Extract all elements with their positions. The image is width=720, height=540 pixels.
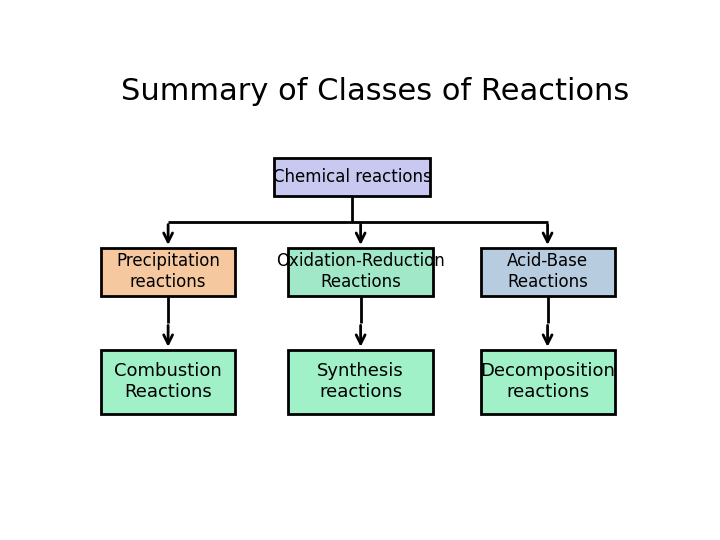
FancyBboxPatch shape [101,349,235,414]
FancyBboxPatch shape [481,248,615,295]
Text: Synthesis
reactions: Synthesis reactions [318,362,404,401]
Text: Acid-Base
Reactions: Acid-Base Reactions [507,252,588,291]
Text: Chemical reactions: Chemical reactions [273,168,431,186]
FancyBboxPatch shape [481,349,615,414]
FancyBboxPatch shape [101,248,235,295]
FancyBboxPatch shape [288,349,433,414]
Text: Precipitation
reactions: Precipitation reactions [116,252,220,291]
Text: Summary of Classes of Reactions: Summary of Classes of Reactions [121,77,629,106]
Text: Oxidation-Reduction
Reactions: Oxidation-Reduction Reactions [276,252,445,291]
FancyBboxPatch shape [288,248,433,295]
Text: Decomposition
reactions: Decomposition reactions [480,362,615,401]
Text: Combustion
Reactions: Combustion Reactions [114,362,222,401]
FancyBboxPatch shape [274,158,431,196]
